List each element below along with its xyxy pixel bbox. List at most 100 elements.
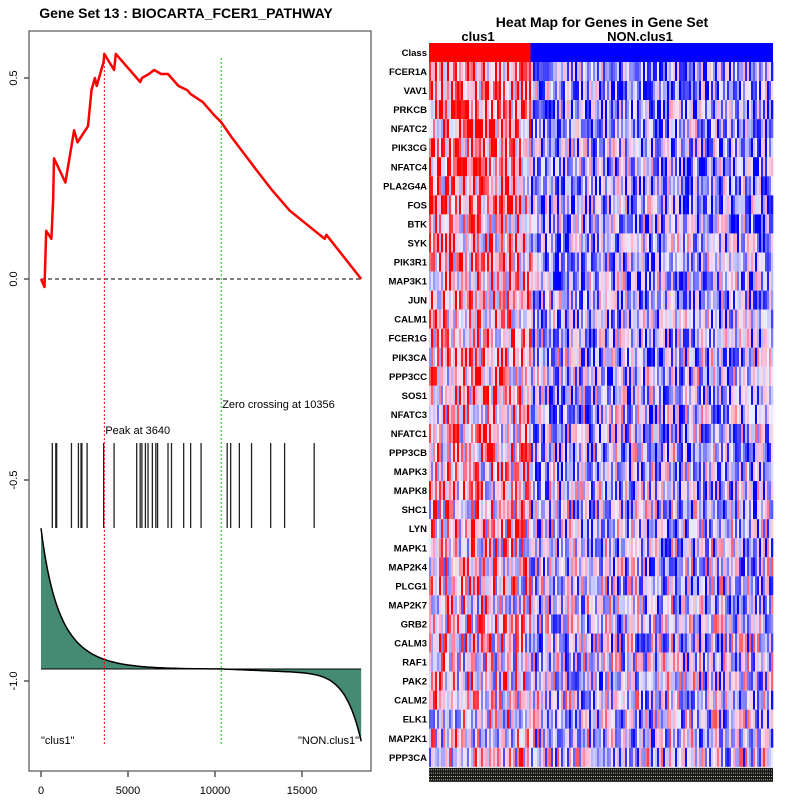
heatmap-cell xyxy=(515,366,518,386)
heatmap-cell xyxy=(615,81,618,101)
heatmap-cell xyxy=(469,576,472,596)
heatmap-cell xyxy=(565,119,568,139)
heatmap-cell xyxy=(523,81,526,101)
heatmap-cell xyxy=(679,271,682,291)
heatmap-cell xyxy=(769,385,772,405)
heatmap-cell xyxy=(595,462,598,482)
heatmap-cell xyxy=(585,443,588,463)
heatmap-cell xyxy=(685,328,688,348)
heatmap-cell xyxy=(597,62,600,82)
heatmap-cell xyxy=(593,366,596,386)
heatmap-cell xyxy=(735,385,738,405)
heatmap-cell xyxy=(749,214,752,234)
heatmap-cell xyxy=(705,233,708,253)
heatmap-cell xyxy=(459,500,462,520)
heatmap-cell xyxy=(725,81,728,101)
heatmap-cell xyxy=(745,328,748,348)
heatmap-cell xyxy=(623,328,626,348)
heatmap-cell xyxy=(651,500,654,520)
heatmap-cell xyxy=(581,500,584,520)
heatmap-cell xyxy=(761,81,764,101)
heatmap-cell xyxy=(697,462,700,482)
heatmap-cell xyxy=(717,214,720,234)
heatmap-cell xyxy=(535,423,538,443)
heatmap-cell xyxy=(741,462,744,482)
heatmap-cell xyxy=(489,404,492,424)
heatmap-cell xyxy=(705,576,708,596)
heatmap-cell xyxy=(739,385,742,405)
heatmap-cell xyxy=(561,176,564,196)
heatmap-cell xyxy=(625,385,628,405)
heatmap-cell xyxy=(433,157,436,177)
heatmap-cell xyxy=(565,290,568,310)
heatmap-cell xyxy=(723,481,726,501)
heatmap-cell xyxy=(441,252,444,272)
heatmap-cell xyxy=(583,195,586,215)
heatmap-cell xyxy=(573,290,576,310)
heatmap-cell xyxy=(573,157,576,177)
heatmap-cell xyxy=(681,328,684,348)
heatmap-cell xyxy=(641,81,644,101)
heatmap-cell xyxy=(593,576,596,596)
heatmap-cell xyxy=(751,557,754,577)
heatmap-cell xyxy=(477,195,480,215)
heatmap-cell xyxy=(667,404,670,424)
heatmap-cell xyxy=(565,252,568,272)
heatmap-cell xyxy=(745,157,748,177)
heatmap-cell xyxy=(653,252,656,272)
heatmap-cell xyxy=(525,81,528,101)
heatmap-cell xyxy=(495,195,498,215)
heatmap-cell xyxy=(459,157,462,177)
heatmap-cell xyxy=(655,385,658,405)
heatmap-cell xyxy=(535,366,538,386)
heatmap-cell xyxy=(593,62,596,82)
heatmap-cell xyxy=(527,138,530,158)
heatmap-cell xyxy=(445,252,448,272)
heatmap-cell xyxy=(757,462,760,482)
heatmap-cell xyxy=(617,157,620,177)
heatmap-cell xyxy=(551,214,554,234)
heatmap-cell xyxy=(589,385,592,405)
heatmap-cell xyxy=(435,481,438,501)
heatmap-cell xyxy=(445,157,448,177)
heatmap-cell xyxy=(641,519,644,539)
heatmap-cell xyxy=(473,252,476,272)
heatmap-cell xyxy=(769,62,772,82)
heatmap-cell xyxy=(633,481,636,501)
heatmap-cell xyxy=(557,290,560,310)
heatmap-cell xyxy=(725,328,728,348)
heatmap-cell xyxy=(595,538,598,558)
heatmap-cell xyxy=(537,576,540,596)
heatmap-cell xyxy=(683,366,686,386)
heatmap-cell xyxy=(767,62,770,82)
heatmap-cell xyxy=(759,443,762,463)
heatmap-cell xyxy=(621,309,624,329)
heatmap-cell xyxy=(461,385,464,405)
x-tick-label: 15000 xyxy=(287,785,318,797)
heatmap-cell xyxy=(613,157,616,177)
heatmap-cell xyxy=(677,138,680,158)
heatmap-cell xyxy=(653,100,656,120)
heatmap-cell xyxy=(453,309,456,329)
heatmap-cell xyxy=(519,157,522,177)
heatmap-cell xyxy=(685,233,688,253)
heatmap-cell xyxy=(771,557,774,577)
heatmap-cell xyxy=(769,347,772,367)
heatmap-cell xyxy=(533,500,536,520)
heatmap-cell xyxy=(449,271,452,291)
heatmap-cell xyxy=(593,100,596,120)
heatmap-cell xyxy=(723,119,726,139)
heatmap-cell xyxy=(457,366,460,386)
heatmap-cell xyxy=(457,462,460,482)
heatmap-cell xyxy=(519,290,522,310)
heatmap-cell xyxy=(485,119,488,139)
heatmap-cell xyxy=(639,500,642,520)
heatmap-cell xyxy=(511,385,514,405)
heatmap-cell xyxy=(603,81,606,101)
heatmap-cell xyxy=(583,176,586,196)
heatmap-cell xyxy=(749,404,752,424)
heatmap-cell xyxy=(457,138,460,158)
heatmap-cell xyxy=(435,462,438,482)
heatmap-cell xyxy=(701,366,704,386)
heatmap-cell xyxy=(591,481,594,501)
